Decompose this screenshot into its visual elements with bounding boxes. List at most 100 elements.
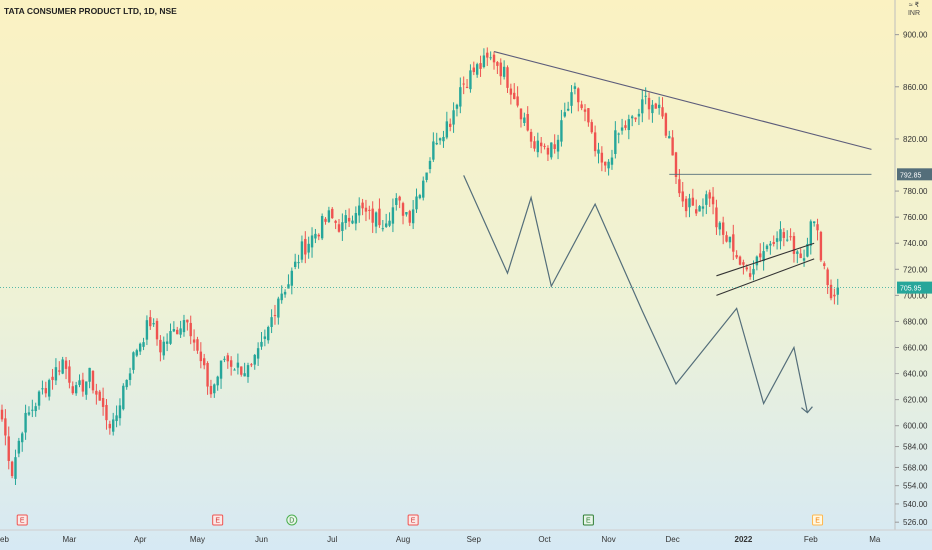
- candle: [64, 356, 68, 380]
- candle: [78, 374, 81, 388]
- trend-lines[interactable]: [0, 51, 895, 296]
- candle: [479, 55, 482, 77]
- candle: [796, 250, 799, 264]
- candle: [273, 304, 277, 325]
- candle: [351, 215, 354, 225]
- candle: [819, 230, 823, 262]
- candle: [395, 193, 398, 211]
- candle: [779, 221, 782, 250]
- candle: [334, 219, 337, 230]
- candle: [560, 109, 563, 147]
- symbol-title: TATA CONSUMER PRODUCT LTD, 1D, NSE: [4, 6, 177, 16]
- candle: [577, 87, 580, 112]
- candle: [735, 250, 738, 259]
- currency-label: ≈ ₹ INR: [908, 2, 920, 18]
- candle: [715, 199, 718, 235]
- candle: [88, 367, 91, 389]
- trend-line-wedge-upper[interactable]: [716, 242, 815, 277]
- candle: [701, 198, 705, 217]
- candle: [145, 315, 149, 346]
- candle: [644, 87, 647, 105]
- zigzag-projection[interactable]: [463, 175, 809, 413]
- candle: [411, 200, 415, 230]
- time-tick-label: Nov: [601, 535, 615, 544]
- price-tick-label: 554.00: [903, 482, 928, 491]
- candle: [260, 332, 263, 350]
- candle: [307, 236, 310, 259]
- candle: [762, 242, 765, 271]
- trend-line-resistance[interactable]: [493, 51, 872, 150]
- candle: [199, 342, 203, 369]
- candle: [149, 310, 152, 330]
- candle: [799, 248, 802, 259]
- earnings-icon[interactable]: E: [16, 514, 28, 526]
- earnings-icon[interactable]: E: [407, 514, 419, 526]
- candle: [482, 48, 486, 69]
- candle: [297, 254, 300, 269]
- candle: [21, 431, 24, 452]
- candle: [192, 329, 196, 351]
- time-tick-label: May: [190, 535, 205, 544]
- price-axis[interactable]: 526.00 540.00 554.00 568.00 584.00 600.00 620.…: [895, 31, 928, 528]
- candle: [459, 77, 462, 114]
- candle: [17, 437, 21, 458]
- candle: [462, 76, 465, 95]
- candle: [293, 253, 297, 270]
- candle: [529, 128, 533, 149]
- drawings[interactable]: [463, 175, 813, 414]
- candle: [573, 82, 577, 95]
- candle: [550, 142, 553, 160]
- candle: [401, 201, 405, 225]
- currency-code: INR: [907, 10, 920, 17]
- candle: [523, 112, 526, 127]
- candle: [792, 232, 796, 263]
- candle: [765, 244, 769, 252]
- candle: [122, 383, 125, 411]
- candle: [513, 83, 516, 100]
- candle: [253, 353, 256, 370]
- candle: [176, 326, 179, 335]
- candle: [604, 161, 607, 172]
- candle: [836, 278, 839, 305]
- candle: [98, 389, 101, 401]
- candle: [384, 213, 388, 228]
- candle: [826, 267, 829, 294]
- price-tag-label: 705.95: [900, 286, 922, 293]
- candle: [240, 366, 243, 377]
- candle: [71, 381, 74, 395]
- earnings-icon[interactable]: E: [212, 514, 224, 526]
- candle: [647, 92, 651, 120]
- candle: [300, 235, 304, 263]
- candle: [0, 404, 4, 422]
- event-label: E: [411, 518, 416, 525]
- earnings-icon[interactable]: E: [812, 514, 824, 526]
- candle: [4, 409, 7, 446]
- time-tick-label: Feb: [804, 535, 818, 544]
- candle: [432, 132, 435, 162]
- price-tag-line: 792.85: [897, 168, 932, 181]
- trend-line-wedge-lower[interactable]: [716, 258, 815, 296]
- candle: [684, 196, 688, 218]
- candle: [61, 356, 64, 375]
- candle: [502, 60, 506, 80]
- candle: [347, 208, 351, 227]
- candle: [681, 181, 684, 207]
- candle: [634, 117, 637, 123]
- dividend-icon[interactable]: D: [286, 514, 298, 526]
- candle: [283, 289, 287, 298]
- candle: [668, 130, 671, 139]
- candle: [203, 353, 206, 370]
- candle: [435, 132, 438, 146]
- candle: [786, 230, 789, 242]
- earnings-icon[interactable]: E: [582, 514, 594, 526]
- time-tick-label: 2022: [735, 535, 753, 544]
- candle: [85, 381, 88, 400]
- candle: [128, 367, 132, 386]
- time-axis[interactable]: Feb Mar Apr May Jun Jul Aug Sep Oct Nov Dec 2022 Feb…: [0, 535, 881, 544]
- candle: [422, 176, 425, 201]
- candle: [759, 243, 762, 263]
- time-tick-label: Sep: [467, 535, 482, 544]
- candle: [381, 219, 385, 232]
